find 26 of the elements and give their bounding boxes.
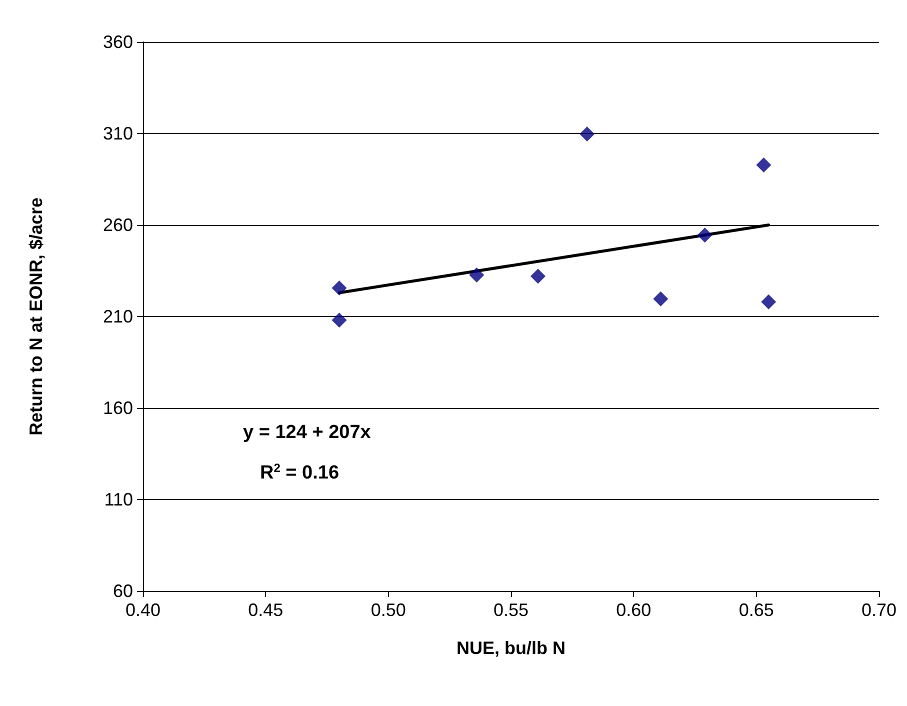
point [697,228,712,243]
y-axis-title: Return to N at EONR, $/acre [26,197,46,436]
y-tick-label: 160 [102,398,133,418]
y-tick-label: 310 [102,124,133,144]
x-tick-label: 0.50 [370,600,406,620]
point [469,267,484,282]
point [756,157,772,172]
x-axis-title: NUE, bu/lb N [456,638,566,658]
y-tick-label: 60 [112,581,133,601]
x-tick-label: 0.60 [616,600,652,620]
x-tick-label: 0.45 [248,600,284,620]
point [580,126,595,142]
x-tick-label: 0.55 [493,600,529,620]
x-tick-label: 0.65 [738,600,774,620]
point [653,291,668,306]
x-tick-label: 0.70 [861,600,897,620]
point [332,280,347,296]
annotation: y = 124 + 207x [243,422,372,443]
point [332,312,347,328]
point [761,294,776,310]
y-tick-label: 210 [102,306,133,326]
y-tick-label: 260 [102,215,133,235]
point [530,268,546,284]
y-tick-label: 110 [104,490,133,510]
x-tick-label: 0.40 [125,600,161,620]
y-tick-label: 360 [102,32,133,52]
